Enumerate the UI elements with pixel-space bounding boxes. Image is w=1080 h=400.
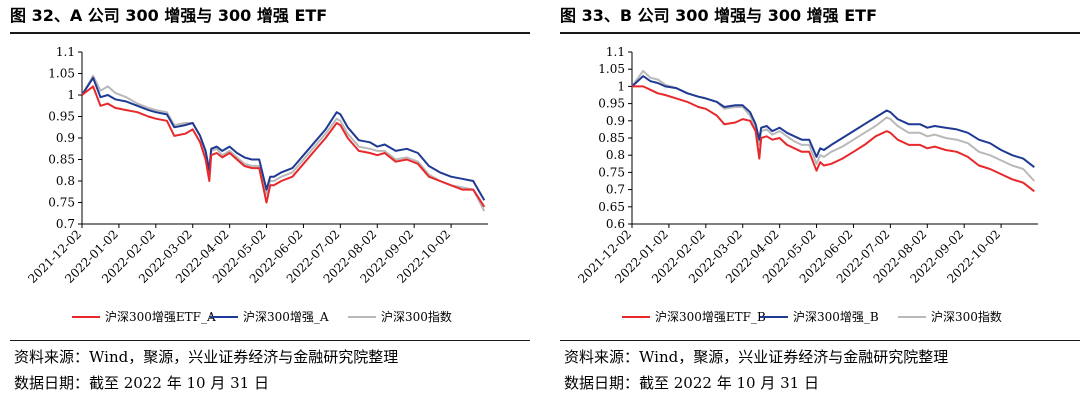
legend-label: 沪深300增强_B — [793, 310, 879, 324]
series-line--300- — [631, 69, 1036, 182]
y-tick-label: 1 — [617, 79, 625, 93]
legend-label: 沪深300增强ETF_A — [105, 310, 216, 324]
y-tick-label: 1 — [67, 88, 75, 102]
y-tick-label: 0.85 — [48, 153, 75, 167]
figure-a-footer-rule — [10, 340, 530, 341]
y-tick-label: 0.65 — [598, 200, 625, 214]
series-line--300-etf-b — [632, 85, 1035, 193]
series-line--300- — [81, 74, 486, 212]
figure-a-panel: 图 32、A 公司 300 增强与 300 增强 ETF 0.7 0.75 0.8 0… — [10, 0, 540, 400]
figure-b-title-rule — [560, 32, 1080, 34]
y-tick-label: 0.7 — [606, 183, 625, 197]
y-tick-label: 0.7 — [56, 217, 75, 231]
y-tick-label: 0.95 — [48, 110, 75, 124]
figure-b-title: 图 33、B 公司 300 增强与 300 增强 ETF — [560, 6, 878, 25]
y-tick-label: 1.1 — [56, 45, 75, 59]
y-tick-label: 1.05 — [598, 62, 625, 76]
figure-a-title: 图 32、A 公司 300 增强与 300 增强 ETF — [10, 6, 328, 25]
figure-a-chart: 0.70.750.80.850.90.9511.051.12021-12-022… — [25, 45, 488, 324]
legend-label: 沪深300指数 — [381, 309, 452, 324]
y-tick-label: 0.95 — [598, 97, 625, 111]
figure-b-chart: 0.60.650.70.750.80.850.90.9511.051.12021… — [575, 45, 1038, 324]
legend-label: 沪深300指数 — [931, 309, 1002, 324]
y-tick-label: 1.1 — [606, 45, 625, 59]
y-tick-label: 0.9 — [56, 131, 75, 145]
y-tick-label: 0.85 — [598, 131, 625, 145]
figure-b-source: 资料来源：Wind，聚源，兴业证券经济与金融研究院整理 — [564, 348, 949, 366]
series-line--300-b — [631, 75, 1035, 168]
y-tick-label: 0.8 — [606, 148, 625, 162]
figure-b-date-note: 数据日期：截至 2022 年 10 月 31 日 — [564, 374, 819, 392]
legend-label: 沪深300增强_A — [243, 310, 329, 324]
figure-b-panel: 图 33、B 公司 300 增强与 300 增强 ETF 0.6 0.65 0.7 0… — [560, 0, 1080, 400]
figure-b-footer-rule — [560, 340, 1080, 341]
y-tick-label: 0.8 — [56, 174, 75, 188]
y-tick-label: 1.05 — [48, 67, 75, 81]
y-tick-label: 0.9 — [606, 114, 625, 128]
y-tick-label: 0.75 — [48, 196, 75, 210]
figure-a-source: 资料来源：Wind，聚源，兴业证券经济与金融研究院整理 — [14, 348, 399, 366]
series-line--300-a — [81, 76, 486, 201]
figure-a-title-rule — [10, 32, 530, 34]
y-tick-label: 0.75 — [598, 165, 625, 179]
y-tick-label: 0.6 — [606, 217, 625, 231]
legend-label: 沪深300增强ETF_B — [655, 310, 766, 324]
series-line--300-etf-a — [81, 85, 486, 208]
figure-a-date-note: 数据日期：截至 2022 年 10 月 31 日 — [14, 374, 269, 392]
